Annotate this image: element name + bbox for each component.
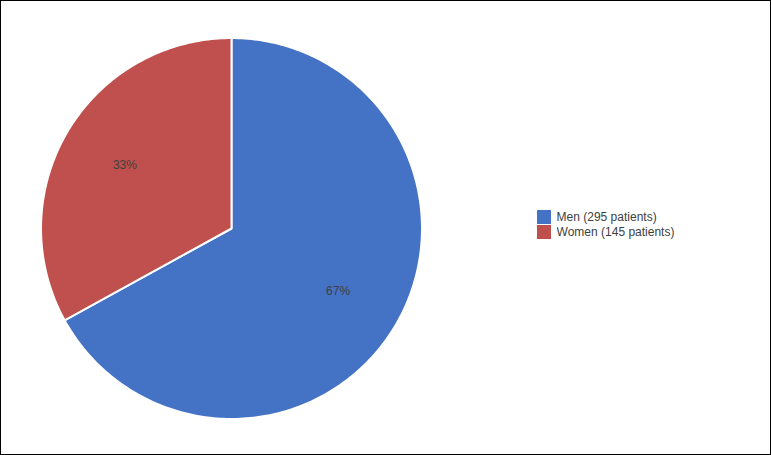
svg-text:67%: 67% [326, 284, 350, 298]
html-text:Women (145 patients): Women (145 patients) [556, 224, 675, 239]
svg-text:33%: 33% [113, 158, 137, 172]
html-text:Men (295 patients): Men (295 patients) [556, 209, 657, 224]
